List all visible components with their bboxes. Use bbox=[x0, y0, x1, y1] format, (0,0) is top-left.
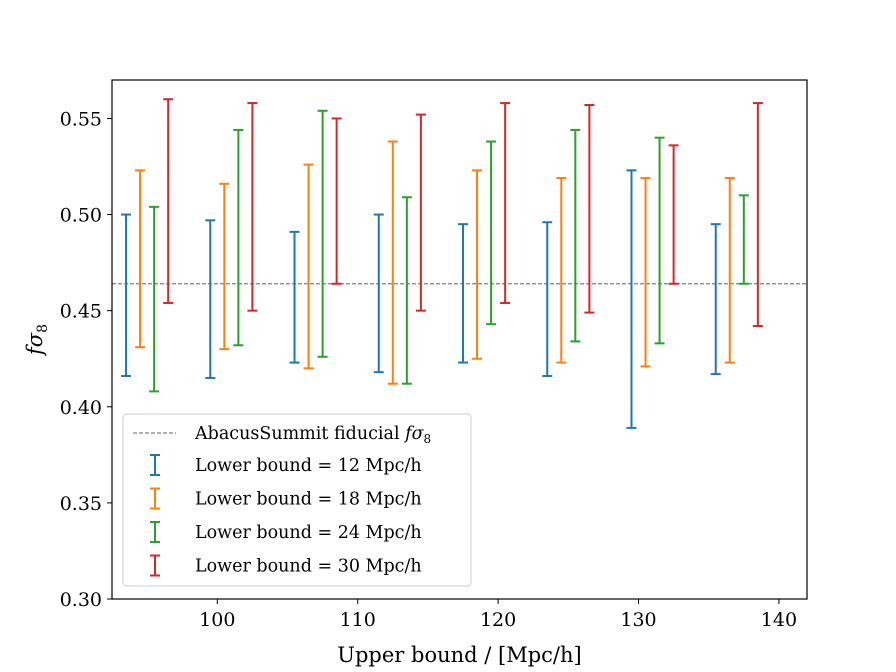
series-3 bbox=[149, 109, 749, 393]
error-bar bbox=[121, 213, 132, 378]
x-tick-label: 140 bbox=[761, 609, 797, 631]
legend-item-fiducial: AbacusSummit fiducial fσ8 bbox=[133, 424, 431, 446]
legend-box bbox=[122, 413, 472, 587]
x-tick-label: 120 bbox=[480, 609, 516, 631]
error-bar bbox=[738, 194, 749, 285]
error-bar bbox=[373, 213, 384, 374]
error-bar bbox=[317, 109, 328, 358]
error-bar bbox=[654, 136, 665, 345]
legend-label: Lower bound = 30 Mpc/h bbox=[195, 557, 422, 577]
series-2 bbox=[135, 140, 735, 385]
legend-item-series-4: Lower bound = 30 Mpc/h bbox=[150, 554, 422, 577]
x-axis-label: Upper bound / [Mpc/h] bbox=[337, 643, 581, 667]
x-tick-label: 110 bbox=[340, 609, 376, 631]
axes-frame bbox=[111, 79, 808, 600]
error-bar bbox=[570, 128, 581, 343]
error-bar bbox=[387, 140, 398, 385]
y-axis-label: fσ8 bbox=[23, 324, 51, 357]
legend-item-series-2: Lower bound = 18 Mpc/h bbox=[150, 487, 422, 510]
error-bar bbox=[626, 169, 637, 429]
error-bar bbox=[233, 128, 244, 347]
y-tick-label: 0.40 bbox=[60, 397, 102, 419]
error-bar bbox=[149, 205, 160, 393]
error-bar bbox=[542, 221, 553, 378]
error-bar bbox=[710, 223, 721, 376]
legend-label: Lower bound = 12 Mpc/h bbox=[195, 456, 422, 476]
y-tick-label: 0.45 bbox=[60, 301, 102, 323]
legend-label: Lower bound = 18 Mpc/h bbox=[195, 490, 422, 510]
error-bar bbox=[458, 223, 469, 364]
error-bar bbox=[724, 177, 735, 364]
error-bar bbox=[401, 196, 412, 385]
y-axis-label-f: f bbox=[23, 344, 47, 357]
y-tick-label: 0.30 bbox=[60, 589, 102, 611]
error-bar bbox=[486, 140, 497, 326]
error-bar bbox=[135, 169, 146, 349]
error-bar bbox=[752, 102, 763, 328]
y-tick-label: 0.55 bbox=[60, 108, 102, 130]
error-bar bbox=[640, 177, 651, 368]
series-4 bbox=[163, 98, 763, 328]
x-axis: 100 110 120 130 140 bbox=[199, 599, 797, 631]
y-tick-label: 0.50 bbox=[60, 205, 102, 227]
y-axis: 0.30 0.35 0.40 0.45 0.50 0.55 bbox=[60, 108, 112, 611]
error-bar bbox=[472, 169, 483, 360]
error-bar bbox=[219, 182, 230, 351]
error-bar bbox=[289, 230, 300, 364]
error-bar bbox=[247, 102, 258, 312]
legend-label-fiducial: AbacusSummit fiducial fσ8 bbox=[194, 424, 431, 446]
error-bar bbox=[303, 163, 314, 370]
error-bar bbox=[331, 117, 342, 285]
legend-item-series-3: Lower bound = 24 Mpc/h bbox=[150, 521, 422, 543]
y-tick-label: 0.35 bbox=[60, 493, 102, 515]
x-tick-label: 130 bbox=[620, 609, 656, 631]
error-bar bbox=[415, 113, 426, 312]
legend: AbacusSummit fiducial fσ8 Lower bound = 1… bbox=[122, 413, 472, 587]
y-axis-label-sub: 8 bbox=[35, 324, 51, 333]
x-tick-label: 100 bbox=[199, 609, 235, 631]
legend-label: Lower bound = 24 Mpc/h bbox=[195, 523, 422, 543]
y-axis-label-sigma: σ bbox=[23, 332, 47, 347]
error-bar bbox=[163, 98, 174, 304]
error-bars bbox=[121, 98, 763, 429]
error-bar bbox=[556, 177, 567, 364]
legend-item-series-1: Lower bound = 12 Mpc/h bbox=[150, 454, 422, 476]
series-1 bbox=[121, 169, 721, 429]
error-bar bbox=[500, 102, 511, 304]
error-bar bbox=[584, 103, 595, 314]
error-bar bbox=[205, 219, 216, 379]
error-bar bbox=[668, 144, 679, 285]
